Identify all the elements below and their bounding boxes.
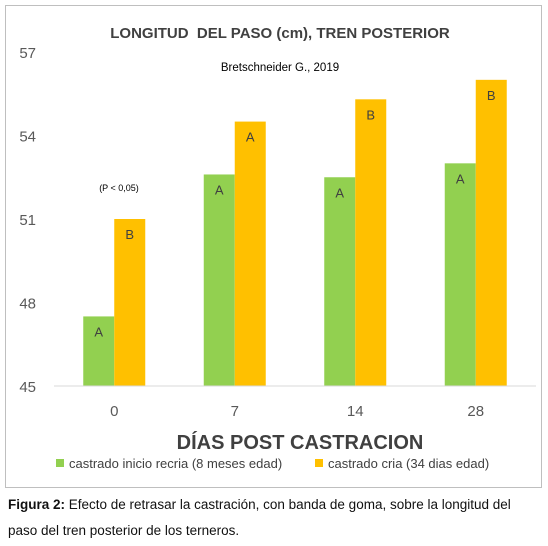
bar-1-7 (234, 121, 266, 386)
legend-entry: castrado cria (34 dias edad) (328, 456, 489, 471)
bar-0-7 (203, 174, 235, 386)
bar-1-28 (475, 79, 507, 386)
legend-swatch (315, 459, 323, 467)
y-tick-label: 54 (19, 129, 36, 146)
bar-1-0 (114, 219, 146, 386)
y-tick-label: 57 (19, 45, 36, 62)
significance-note: (P < 0,05) (99, 183, 139, 193)
bar-1-14 (355, 99, 387, 387)
bar-0-14 (324, 177, 356, 386)
legend-entry: castrado inicio recria (8 meses edad) (69, 456, 282, 471)
x-tick-label: 28 (467, 403, 484, 420)
bar-data-label: A (456, 171, 465, 186)
bar-0-0 (83, 316, 115, 386)
legend: castrado inicio recria (8 meses edad) cas… (56, 456, 489, 471)
bar-data-label: A (94, 324, 103, 339)
x-tick-label: 7 (231, 403, 239, 420)
figure-caption: Figura 2: Efecto de retrasar la castraci… (8, 492, 543, 544)
y-tick-label: 48 (19, 296, 36, 313)
legend-swatch (56, 459, 64, 467)
significance-note-text: (P < 0,05) (99, 183, 139, 193)
caption-label: Figura 2: (8, 497, 66, 512)
x-axis: 0 7 14 28 (54, 385, 536, 420)
bar-0-28 (444, 163, 476, 386)
y-tick-label: 45 (19, 379, 36, 396)
bar-data-label: A (335, 185, 344, 200)
bar-data-label: A (215, 182, 224, 197)
source-note: Bretschneider G., 2019 (221, 62, 339, 74)
x-tick-label: 14 (347, 403, 364, 420)
bar-data-label: B (487, 88, 496, 103)
caption-text: Efecto de retrasar la castración, con ba… (8, 497, 511, 538)
chart-title: LONGITUD DEL PASO (cm), TREN POSTERIOR (110, 25, 450, 42)
y-tick-label: 51 (19, 212, 36, 229)
x-axis-title: DÍAS POST CASTRACION (177, 431, 424, 454)
y-axis: 45 48 51 54 57 (19, 45, 36, 396)
bar-data-label: A (246, 130, 255, 145)
chart-figure: LONGITUD DEL PASO (cm), TREN POSTERIOR B… (5, 5, 542, 488)
bars: A B A A A B A B (83, 79, 507, 387)
x-tick-label: 0 (110, 403, 118, 420)
bar-data-label: B (366, 107, 375, 122)
bar-data-label: B (125, 227, 134, 242)
bar-chart: LONGITUD DEL PASO (cm), TREN POSTERIOR B… (19, 25, 536, 471)
